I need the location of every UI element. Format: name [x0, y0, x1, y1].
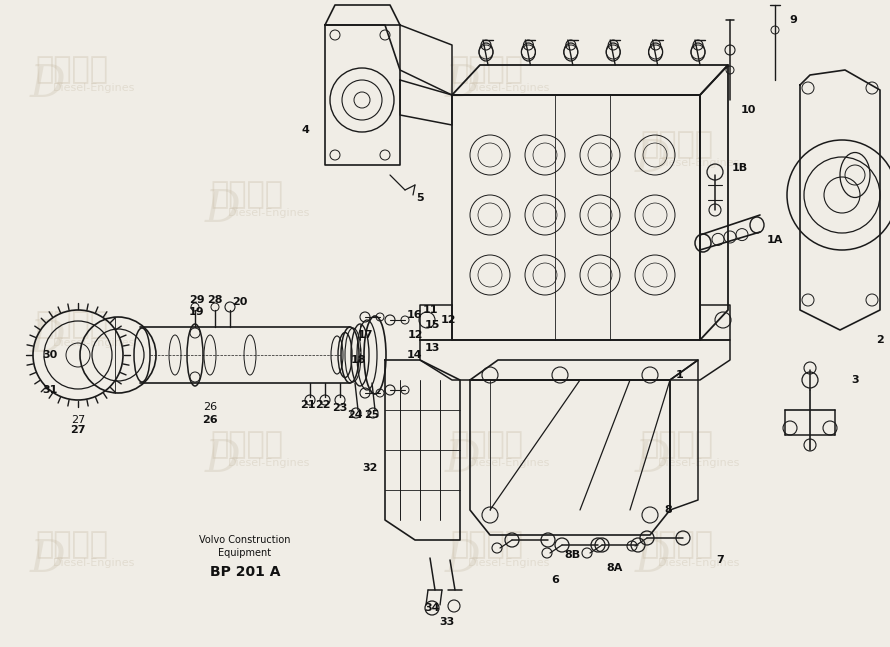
Text: 15: 15: [425, 320, 440, 330]
Text: 9: 9: [789, 15, 797, 25]
Text: Diesel-Engines: Diesel-Engines: [658, 458, 740, 468]
Text: 紧发动力: 紧发动力: [35, 310, 108, 339]
Text: 8B: 8B: [564, 550, 580, 560]
Text: 紧发动力: 紧发动力: [35, 55, 108, 84]
Text: 27: 27: [71, 415, 85, 425]
Text: D: D: [445, 438, 481, 481]
Text: D: D: [635, 138, 671, 181]
Text: 33: 33: [440, 617, 455, 627]
Text: Diesel-Engines: Diesel-Engines: [53, 558, 135, 568]
Text: Diesel-Engines: Diesel-Engines: [228, 208, 311, 218]
Text: 1B: 1B: [732, 163, 748, 173]
Text: Diesel-Engines: Diesel-Engines: [228, 458, 311, 468]
Text: Diesel-Engines: Diesel-Engines: [468, 83, 550, 93]
Text: Diesel-Engines: Diesel-Engines: [658, 558, 740, 568]
Text: Diesel-Engines: Diesel-Engines: [468, 558, 550, 568]
Text: 16: 16: [408, 310, 423, 320]
Text: 26: 26: [203, 402, 217, 412]
Text: 7: 7: [716, 555, 724, 565]
Text: 12: 12: [408, 330, 423, 340]
Text: 32: 32: [362, 463, 377, 473]
Text: Diesel-Engines: Diesel-Engines: [468, 458, 550, 468]
Text: D: D: [30, 538, 66, 581]
Text: 紧发动力: 紧发动力: [640, 130, 713, 159]
Text: D: D: [635, 538, 671, 581]
Text: 6: 6: [551, 575, 559, 585]
Text: BP 201 A: BP 201 A: [210, 565, 280, 579]
Text: D: D: [30, 318, 66, 361]
Text: Volvo Construction: Volvo Construction: [199, 535, 291, 545]
Text: 紧发动力: 紧发动力: [210, 180, 283, 209]
Text: 4: 4: [301, 125, 309, 135]
Text: 25: 25: [364, 410, 380, 420]
Text: 20: 20: [232, 297, 247, 307]
Text: 紧发动力: 紧发动力: [450, 55, 523, 84]
Text: 紧发动力: 紧发动力: [35, 530, 108, 559]
Text: Diesel-Engines: Diesel-Engines: [53, 83, 135, 93]
Text: 12: 12: [441, 315, 456, 325]
Text: Equipment: Equipment: [218, 548, 271, 558]
Text: Diesel-Engines: Diesel-Engines: [53, 338, 135, 348]
Text: 31: 31: [43, 385, 58, 395]
Text: 17: 17: [357, 330, 373, 340]
Text: 紧发动力: 紧发动力: [450, 530, 523, 559]
Text: 紧发动力: 紧发动力: [640, 430, 713, 459]
Text: 28: 28: [207, 295, 222, 305]
Text: 10: 10: [740, 105, 756, 115]
Text: 8A: 8A: [607, 563, 623, 573]
Text: 22: 22: [315, 400, 331, 410]
Text: 紧发动力: 紧发动力: [640, 530, 713, 559]
Text: 27: 27: [70, 425, 85, 435]
Text: Diesel-Engines: Diesel-Engines: [658, 158, 740, 168]
Text: 1A: 1A: [767, 235, 783, 245]
Text: 紧发动力: 紧发动力: [450, 430, 523, 459]
Text: 1: 1: [676, 370, 684, 380]
Text: 26: 26: [202, 415, 218, 425]
Text: 14: 14: [408, 350, 423, 360]
Text: 紧发动力: 紧发动力: [210, 430, 283, 459]
Text: 13: 13: [425, 343, 440, 353]
Text: D: D: [445, 63, 481, 106]
Text: 5: 5: [417, 193, 424, 203]
Text: 29: 29: [190, 295, 205, 305]
Text: 19: 19: [190, 307, 205, 317]
Text: 3: 3: [851, 375, 859, 385]
Text: 18: 18: [351, 355, 366, 365]
Text: 30: 30: [43, 350, 58, 360]
Text: 24: 24: [347, 410, 363, 420]
Text: D: D: [205, 438, 240, 481]
Text: 34: 34: [425, 603, 440, 613]
Text: 8: 8: [664, 505, 672, 515]
Text: D: D: [30, 63, 66, 106]
Text: 23: 23: [332, 403, 348, 413]
Text: D: D: [205, 188, 240, 231]
Text: 2: 2: [876, 335, 884, 345]
Text: 21: 21: [300, 400, 316, 410]
Text: D: D: [445, 538, 481, 581]
Text: D: D: [635, 438, 671, 481]
Text: 11: 11: [422, 305, 438, 315]
